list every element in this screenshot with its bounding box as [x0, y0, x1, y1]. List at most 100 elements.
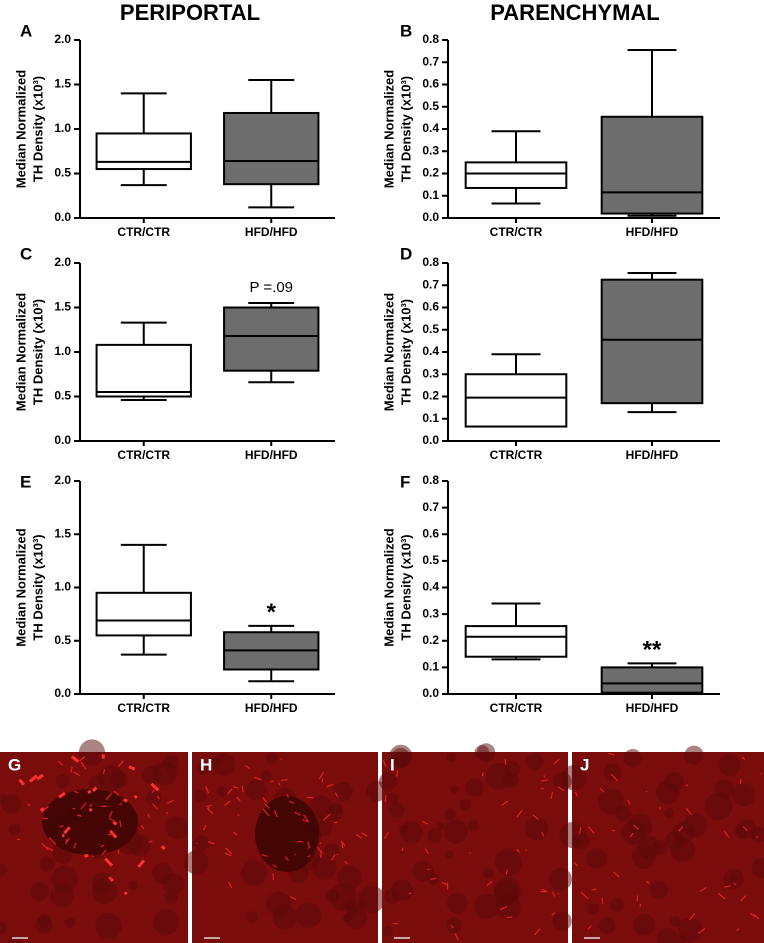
texture — [549, 867, 572, 891]
fiber — [424, 848, 429, 854]
fiber — [336, 853, 339, 856]
fiber — [119, 820, 122, 828]
fiber — [306, 796, 314, 799]
fiber — [699, 886, 707, 892]
fiber — [119, 803, 123, 806]
texture — [357, 885, 386, 913]
fiber — [331, 854, 336, 861]
fiber — [273, 809, 278, 818]
texture — [572, 832, 590, 850]
fiber — [151, 789, 155, 793]
fiber — [541, 832, 545, 837]
texture — [732, 783, 756, 807]
fiber — [48, 837, 57, 845]
y-tick-label: 0.5 — [54, 633, 71, 647]
y-axis-label: TH Density (x10³) — [398, 534, 413, 640]
fiber — [430, 877, 437, 880]
fiber — [724, 885, 731, 888]
y-axis-label: Median Normalized — [381, 70, 396, 189]
y-tick-label: 0.5 — [422, 553, 439, 567]
fiber — [742, 826, 748, 832]
texture — [750, 827, 764, 843]
texture — [345, 907, 367, 929]
texture — [309, 795, 332, 818]
texture — [615, 805, 631, 822]
fiber — [613, 871, 620, 878]
x-tick-label: HFD/HFD — [245, 701, 298, 715]
fiber — [29, 774, 38, 783]
fiber — [532, 814, 539, 820]
y-tick-label: 0.2 — [422, 166, 439, 180]
fiber — [63, 826, 71, 835]
texture — [400, 821, 423, 844]
fiber — [42, 817, 48, 820]
fiber — [261, 854, 268, 857]
y-axis-label: Median Normalized — [13, 528, 28, 647]
fiber — [289, 800, 295, 805]
texture — [38, 914, 52, 927]
fiber — [100, 844, 105, 848]
fiber — [319, 842, 322, 845]
y-tick-label: 0.0 — [422, 210, 439, 224]
fiber — [741, 756, 746, 760]
fiber — [89, 803, 93, 808]
texture — [153, 909, 180, 935]
fiber — [87, 789, 92, 794]
texture — [378, 772, 398, 791]
image-label: J — [580, 755, 589, 774]
x-tick-label: HFD/HFD — [245, 225, 298, 239]
texture — [390, 747, 411, 768]
texture — [265, 752, 278, 765]
annotation: P =.09 — [249, 279, 293, 296]
y-tick-label: 0.0 — [54, 686, 71, 700]
texture — [295, 902, 322, 928]
texture — [193, 790, 206, 803]
y-tick-label: 0.7 — [422, 500, 439, 514]
fiber — [147, 813, 150, 818]
vessel — [42, 789, 138, 855]
texture — [55, 774, 70, 789]
fiber — [552, 891, 556, 897]
y-tick-label: 0.0 — [422, 433, 439, 447]
fiber — [108, 811, 113, 818]
fiber — [645, 880, 650, 884]
y-tick-label: 0.0 — [422, 686, 439, 700]
y-tick-label: 1.5 — [54, 300, 71, 314]
texture — [323, 843, 340, 859]
box — [95, 343, 192, 398]
texture — [427, 828, 442, 843]
fiber — [543, 775, 546, 778]
fiber — [307, 855, 311, 858]
fiber — [396, 770, 399, 777]
panel-label: A — [20, 21, 32, 40]
fiber — [166, 799, 174, 804]
micrograph — [184, 752, 388, 943]
fiber — [46, 846, 54, 852]
fiber — [113, 790, 120, 796]
column-header: PARENCHYMAL — [490, 0, 659, 25]
fiber — [150, 782, 160, 792]
texture — [482, 867, 494, 879]
texture — [552, 911, 572, 931]
fiber — [280, 758, 283, 761]
fiber — [228, 881, 233, 889]
texture — [0, 863, 7, 877]
box — [464, 625, 568, 658]
texture — [633, 913, 656, 936]
fiber — [278, 782, 281, 786]
y-tick-label: 0.2 — [422, 633, 439, 647]
fiber — [39, 807, 45, 812]
fiber — [224, 800, 231, 806]
fiber — [141, 825, 145, 830]
fiber — [41, 805, 49, 813]
fiber — [232, 786, 239, 789]
texture — [184, 850, 209, 875]
box — [464, 161, 568, 189]
fiber — [516, 848, 520, 853]
fiber — [599, 787, 605, 793]
texture — [604, 763, 622, 780]
annotation: * — [267, 599, 277, 626]
y-tick-label: 0.6 — [422, 77, 439, 91]
fiber — [344, 860, 349, 865]
box — [600, 278, 704, 405]
